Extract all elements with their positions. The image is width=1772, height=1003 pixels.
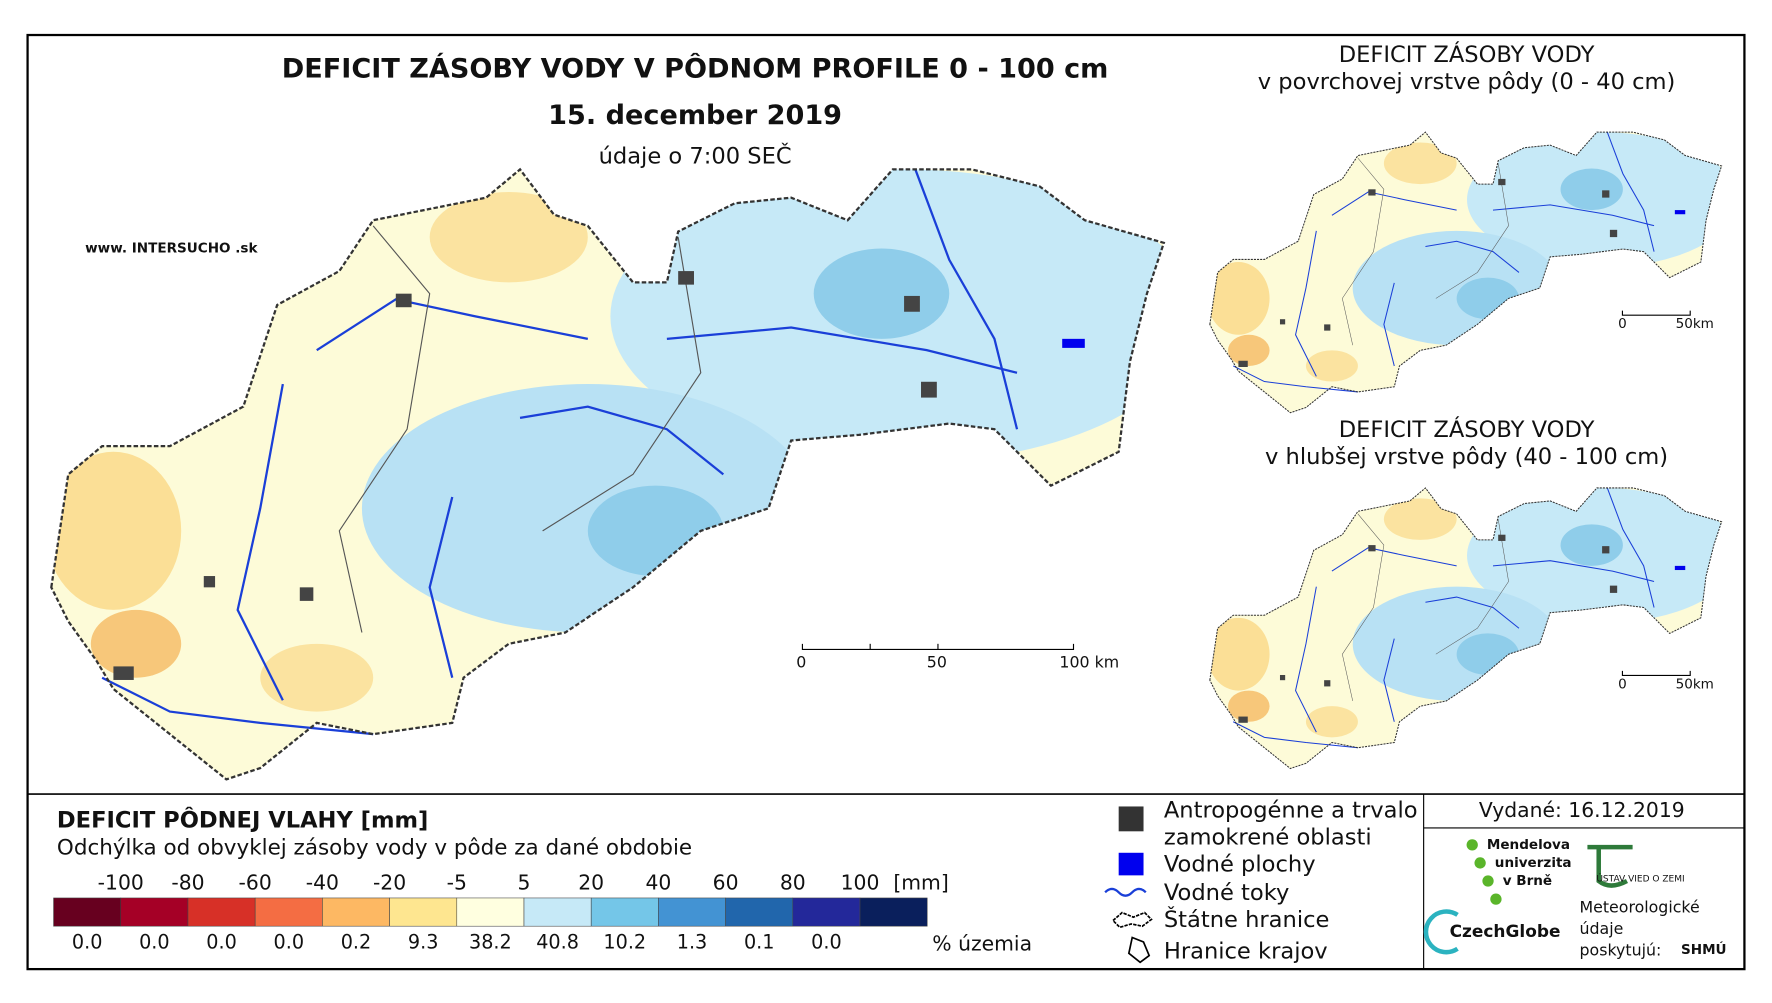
scale-label: 0: [796, 653, 806, 672]
legend-tick: -80: [171, 870, 204, 894]
legend-share: 0.2: [341, 931, 372, 954]
legend-unit: [mm]: [893, 870, 948, 894]
title: DEFICIT ZÁSOBY VODY V PÔDNOM PROFILE 0 -…: [282, 53, 1109, 85]
legend-swatch: [322, 897, 390, 927]
legend-tick: 60: [713, 870, 739, 894]
symbol-label: Vodné plochy: [1164, 852, 1316, 878]
credit: CzechGlobe: [1450, 921, 1561, 941]
scale-label: 50km: [1676, 676, 1714, 692]
legend-tick: 100: [841, 870, 880, 894]
inset-subtitle: v povrchovej vrstve pôdy (0 - 40 cm): [1258, 69, 1676, 95]
scale-label: 50km: [1676, 316, 1714, 332]
legend-share: 10.2: [603, 931, 646, 954]
inset-subtitle: v hlubšej vrstve pôdy (40 - 100 cm): [1265, 444, 1668, 470]
scale-label: 50: [927, 653, 947, 672]
legend-share: 0.0: [72, 931, 103, 954]
website: www. INTERSUCHO .sk: [85, 240, 258, 256]
legend-swatch: [120, 897, 189, 927]
legend-swatch: [859, 897, 928, 927]
credit: Mendelova: [1487, 837, 1570, 853]
shares-label: % územia: [932, 931, 1032, 955]
credit: v Brně: [1503, 873, 1552, 889]
legend-title: DEFICIT PÔDNEJ VLAHY [mm]: [57, 806, 428, 834]
legend-swatch: [187, 897, 256, 927]
legend-swatch: [658, 897, 726, 927]
credit: poskytujú:: [1580, 941, 1662, 960]
legend-tick: 20: [578, 870, 604, 894]
legend-tick: 80: [780, 870, 806, 894]
legend-swatch: [456, 897, 525, 927]
credit: Meteorologické: [1580, 898, 1700, 917]
legend-tick: 5: [518, 870, 531, 894]
symbol-label: Štátne hranice: [1164, 905, 1330, 933]
legend-tick: -5: [447, 870, 467, 894]
symbol-label: Antropogénne a trvalo: [1164, 797, 1418, 823]
credit: ÚSTAV VIED O ZEMI: [1596, 872, 1684, 884]
legend-swatch: [523, 897, 592, 927]
symbol-label: Hranice krajov: [1164, 939, 1328, 965]
legend-share: 0.0: [811, 931, 842, 954]
legend-share: 40.8: [536, 931, 579, 954]
legend-tick: -100: [98, 870, 144, 894]
legend-share: 0.0: [274, 931, 305, 954]
inset-title: DEFICIT ZÁSOBY VODY: [1339, 40, 1595, 68]
legend-tick: 40: [645, 870, 671, 894]
legend-share: 0.1: [744, 931, 775, 954]
color-legend: -100 -80 -60 -40 -20 -5 5 20 40 60 80 100 [mm] 0.0 0.0…: [53, 870, 949, 954]
symbol-label: Vodné toky: [1164, 880, 1290, 906]
legend-share: 0.0: [139, 931, 170, 954]
credit: SHMÚ: [1681, 940, 1727, 958]
legend-swatch: [389, 897, 458, 927]
legend-tick: -40: [306, 870, 339, 894]
inset-title: DEFICIT ZÁSOBY VODY: [1339, 415, 1595, 443]
credit: údaje: [1580, 919, 1624, 938]
legend-tick: -20: [373, 870, 406, 894]
date: 15. december 2019: [548, 100, 842, 131]
legend-share: 0.0: [206, 931, 237, 954]
scale-label: 0: [1618, 676, 1627, 692]
legend-swatch: [590, 897, 659, 927]
time: údaje o 7:00 SEČ: [599, 142, 792, 170]
legend-subtitle: Odchýlka od obvyklej zásoby vody v pôde …: [57, 835, 692, 860]
legend-swatch: [792, 897, 861, 927]
scale-label: 0: [1618, 316, 1627, 332]
legend-swatch: [725, 897, 794, 927]
credit: univerzita: [1495, 855, 1572, 871]
legend-swatch: [53, 897, 122, 927]
legend-share: 9.3: [408, 931, 439, 954]
scale-bar: [801, 643, 1075, 651]
symbol-label: zamokrené oblasti: [1164, 825, 1372, 851]
scale-label: 100 km: [1059, 653, 1119, 672]
issued: Vydané: 16.12.2019: [1479, 798, 1685, 822]
legend-share: 38.2: [469, 931, 512, 954]
legend-swatch: [254, 897, 323, 927]
legend-tick: -60: [239, 870, 272, 894]
legend-share: 1.3: [677, 931, 708, 954]
